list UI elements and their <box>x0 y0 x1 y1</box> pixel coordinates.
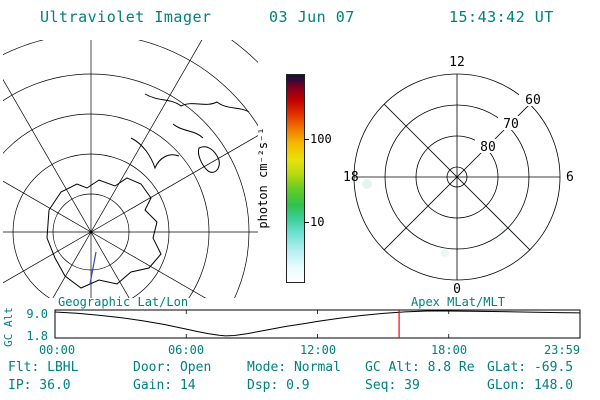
map-caption: Geographic Lat/Lon <box>58 295 189 309</box>
polar-labels: 12 0 18 6 60 70 80 <box>343 55 574 297</box>
status-gc-alt: GC Alt: 8.8 Re <box>365 360 475 375</box>
map-grid <box>3 40 258 298</box>
colorbar-tick-100-mark <box>304 139 309 140</box>
coastline-north-2 <box>172 123 204 139</box>
xtick-1200: 12:00 <box>300 343 336 357</box>
strip-chart-labels: 9.0 1.8 GC Alt 00:00 06:00 12:00 18:00 2… <box>2 307 580 357</box>
status-flt: Flt: LBHL <box>8 360 79 375</box>
coastline-mid <box>130 137 180 170</box>
header-time: 15:43:42 UT <box>449 8 554 26</box>
status-door: Door: Open <box>133 360 212 375</box>
geographic-map <box>3 40 258 298</box>
app-title: Ultraviolet Imager <box>40 8 212 26</box>
polar-grid <box>353 73 561 281</box>
mlat-ring-70: 70 <box>503 117 519 132</box>
xtick-2359: 23:59 <box>544 343 580 357</box>
ytick-bottom: 1.8 <box>26 329 48 343</box>
strip-chart-ticks <box>54 310 581 338</box>
xtick-1800: 18:00 <box>431 343 467 357</box>
polar-ring-label-backings <box>475 92 545 153</box>
coastline-antarctica <box>46 177 162 289</box>
status-gain: Gain: 14 <box>133 378 196 393</box>
coastline-north <box>144 93 250 113</box>
mlat-ring-80: 80 <box>480 140 496 155</box>
colorbar <box>286 74 305 283</box>
strip-ylabel: GC Alt <box>2 307 15 347</box>
polar-caption: Apex MLat/MLT <box>411 295 505 309</box>
strip-chart-frame <box>54 309 581 339</box>
status-seq: Seq: 39 <box>365 378 420 393</box>
status-ip: IP: 36.0 <box>8 378 71 393</box>
colorbar-unit-label: photon cm⁻²s⁻¹ <box>256 127 270 229</box>
apex-polar-plot: 12 0 18 6 60 70 80 <box>343 55 574 297</box>
mlt-label-6: 6 <box>566 170 574 185</box>
xtick-0000: 00:00 <box>39 343 75 357</box>
colorbar-tick-10-mark <box>304 222 309 223</box>
status-glon: GLon: 148.0 <box>487 378 574 393</box>
mlt-label-18: 18 <box>343 170 359 185</box>
mlat-ring-60: 60 <box>525 93 541 108</box>
gc-alt-strip-chart: 9.0 1.8 GC Alt 00:00 06:00 12:00 18:00 2… <box>2 307 581 357</box>
spacecraft-track <box>89 251 97 285</box>
coastline <box>46 93 250 289</box>
colorbar-tick-10: 10 <box>310 215 325 229</box>
xtick-0600: 06:00 <box>168 343 204 357</box>
header-date: 03 Jun 07 <box>269 8 355 26</box>
mlt-label-12: 12 <box>449 55 465 70</box>
gc-alt-curve <box>54 310 580 337</box>
mlt-label-0: 0 <box>453 282 461 297</box>
status-dsp: Dsp: 0.9 <box>247 378 310 393</box>
coastline-island <box>198 146 220 173</box>
colorbar-tick-100: 100 <box>310 132 332 146</box>
ytick-top: 9.0 <box>26 307 48 321</box>
status-glat: GLat: -69.5 <box>487 360 574 375</box>
status-mode: Mode: Normal <box>247 360 341 375</box>
